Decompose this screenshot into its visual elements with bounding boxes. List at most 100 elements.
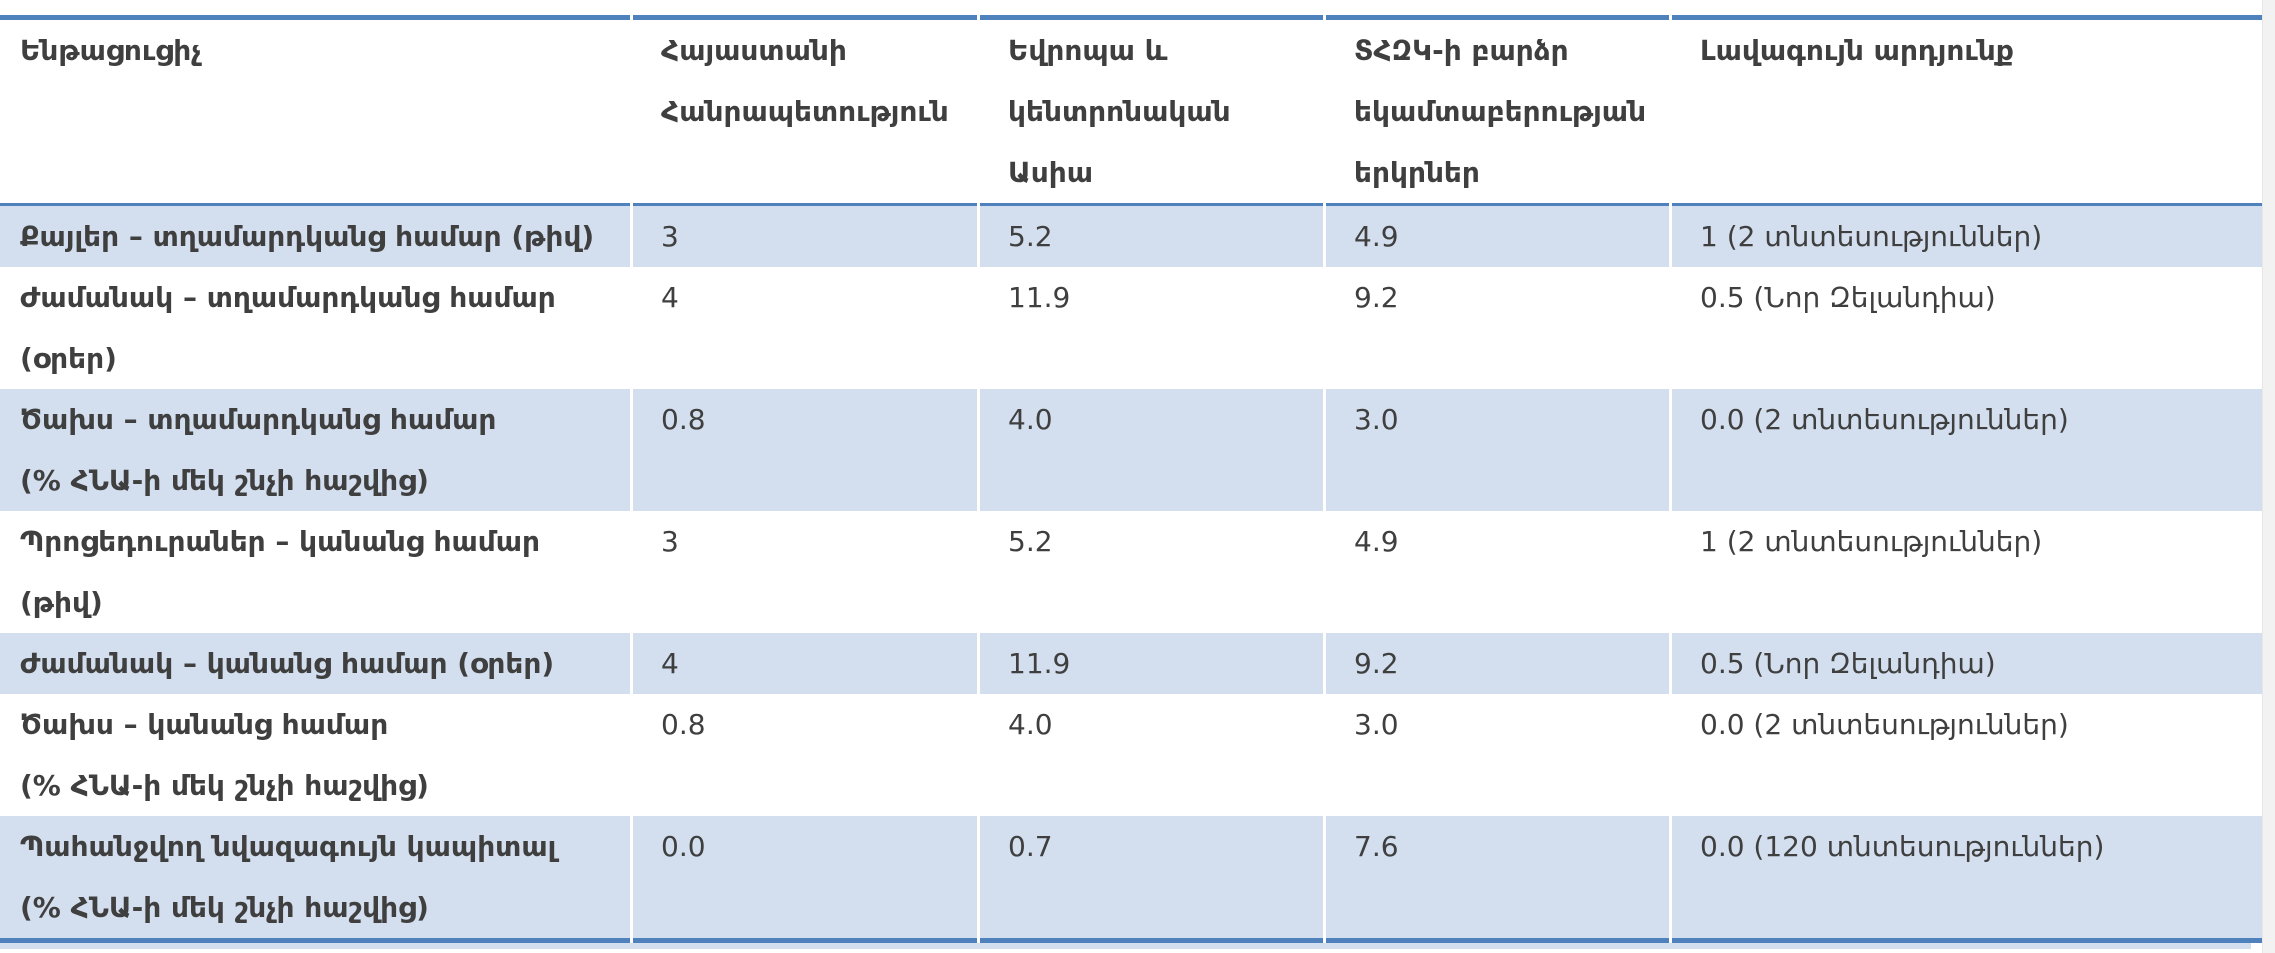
row-label: Քայլեր – տղամարդկանց համար (թիվ) bbox=[0, 206, 630, 267]
cell-value: 1 (2 տնտեսություններ) bbox=[1700, 220, 2043, 253]
cell-europe-central-asia: 4.0 bbox=[980, 389, 1323, 511]
header-text: Ենթացուցիչ bbox=[20, 34, 202, 67]
header-text: ՏՀԶԿ-ի բարձր bbox=[1354, 34, 1569, 67]
cell-best-result: 0.0 (2 տնտեսություններ) bbox=[1672, 694, 2263, 816]
cell-value: 3.0 bbox=[1354, 708, 1399, 741]
row-label-line: Քայլեր – տղամարդկանց համար (թիվ) bbox=[20, 220, 595, 253]
header-cell-indicator: Ենթացուցիչ bbox=[0, 15, 630, 206]
header-text: Հանրապետություն bbox=[661, 95, 949, 128]
table-row-time-women: Ժամանակ – կանանց համար (օրեր) 4 11.9 9.2… bbox=[0, 633, 2263, 694]
table-row-procedures-women: Պրոցեդուրաներ – կանանց համար (թիվ) 3 5.2… bbox=[0, 511, 2263, 633]
cell-best-result: 0.5 (Նոր Զելանդիա) bbox=[1672, 633, 2263, 694]
header-cell-oecd-high-income: ՏՀԶԿ-ի բարձր եկամտաբերության երկրներ bbox=[1326, 15, 1669, 206]
row-label-line: (% ՀՆԱ-ի մեկ շնչի հաշվից) bbox=[20, 464, 429, 497]
cell-oecd-high-income: 4.9 bbox=[1326, 511, 1669, 633]
row-label-line: (% ՀՆԱ-ի մեկ շնչի հաշվից) bbox=[20, 769, 429, 802]
cell-armenia: 4 bbox=[633, 633, 977, 694]
cell-value: 0.0 bbox=[661, 830, 706, 863]
cell-value: 0.7 bbox=[1008, 830, 1053, 863]
cell-europe-central-asia: 0.7 bbox=[980, 816, 1323, 943]
cell-value: 0.8 bbox=[661, 403, 706, 436]
row-label-line: Ծախս – կանանց համար bbox=[20, 708, 389, 741]
cell-value: 4.9 bbox=[1354, 525, 1399, 558]
header-text: եկամտաբերության bbox=[1354, 95, 1647, 128]
row-label: Ծախս – տղամարդկանց համար (% ՀՆԱ-ի մեկ շն… bbox=[0, 389, 630, 511]
cell-value: 3.0 bbox=[1354, 403, 1399, 436]
header-cell-armenia: Հայաստանի Հանրապետություն bbox=[633, 15, 977, 206]
row-label-line: (թիվ) bbox=[20, 586, 103, 619]
row-label: Պրոցեդուրաներ – կանանց համար (թիվ) bbox=[0, 511, 630, 633]
row-label: Ժամանակ – կանանց համար (օրեր) bbox=[0, 633, 630, 694]
cell-value: 0.5 (Նոր Զելանդիա) bbox=[1700, 281, 1996, 314]
cell-best-result: 0.5 (Նոր Զելանդիա) bbox=[1672, 267, 2263, 389]
row-label-line: (% ՀՆԱ-ի մեկ շնչի հաշվից) bbox=[20, 891, 429, 924]
indicators-table: Ենթացուցիչ Հայաստանի Հանրապետություն Եվր… bbox=[0, 15, 2266, 943]
cell-best-result: 0.0 (2 տնտեսություններ) bbox=[1672, 389, 2263, 511]
header-row: Ենթացուցիչ Հայաստանի Հանրապետություն Եվր… bbox=[0, 15, 2263, 206]
header-cell-best-result: Լավագույն արդյունք bbox=[1672, 15, 2263, 206]
cell-value: 1 (2 տնտեսություններ) bbox=[1700, 525, 2043, 558]
row-label: Ժամանակ – տղամարդկանց համար (օրեր) bbox=[0, 267, 630, 389]
cell-best-result: 0.0 (120 տնտեսություններ) bbox=[1672, 816, 2263, 943]
cell-best-result: 1 (2 տնտեսություններ) bbox=[1672, 511, 2263, 633]
cell-oecd-high-income: 9.2 bbox=[1326, 633, 1669, 694]
cell-value: 3 bbox=[661, 525, 679, 558]
row-label-line: Ծախս – տղամարդկանց համար bbox=[20, 403, 497, 436]
cell-value: 0.0 (120 տնտեսություններ) bbox=[1700, 830, 2105, 863]
cell-europe-central-asia: 4.0 bbox=[980, 694, 1323, 816]
cell-value: 0.0 (2 տնտեսություններ) bbox=[1700, 403, 2069, 436]
table-row-cost-men: Ծախս – տղամարդկանց համար (% ՀՆԱ-ի մեկ շն… bbox=[0, 389, 2263, 511]
row-label-line: Պրոցեդուրաներ – կանանց համար bbox=[20, 525, 540, 558]
cell-value: 4.0 bbox=[1008, 403, 1053, 436]
cell-armenia: 3 bbox=[633, 511, 977, 633]
cell-value: 3 bbox=[661, 220, 679, 253]
cell-value: 4.9 bbox=[1354, 220, 1399, 253]
cell-best-result: 1 (2 տնտեսություններ) bbox=[1672, 206, 2263, 267]
cell-armenia: 0.0 bbox=[633, 816, 977, 943]
cell-value: 0.8 bbox=[661, 708, 706, 741]
row-label-line: Ժամանակ – կանանց համար (օրեր) bbox=[20, 647, 555, 680]
row-label: Ծախս – կանանց համար (% ՀՆԱ-ի մեկ շնչի հա… bbox=[0, 694, 630, 816]
cell-value: 4 bbox=[661, 647, 679, 680]
row-label: Պահանջվող նվազագույն կապիտալ (% ՀՆԱ-ի մե… bbox=[0, 816, 630, 943]
cell-oecd-high-income: 9.2 bbox=[1326, 267, 1669, 389]
cell-europe-central-asia: 11.9 bbox=[980, 267, 1323, 389]
cell-value: 5.2 bbox=[1008, 220, 1053, 253]
header-text: կենտրոնական bbox=[1008, 95, 1231, 128]
cell-oecd-high-income: 3.0 bbox=[1326, 389, 1669, 511]
table-header: Ենթացուցիչ Հայաստանի Հանրապետություն Եվր… bbox=[0, 15, 2263, 206]
cell-value: 4.0 bbox=[1008, 708, 1053, 741]
header-text: Եվրոպա և bbox=[1008, 34, 1168, 67]
cell-value: 9.2 bbox=[1354, 281, 1399, 314]
table-row-minimum-capital: Պահանջվող նվազագույն կապիտալ (% ՀՆԱ-ի մե… bbox=[0, 816, 2263, 943]
cell-oecd-high-income: 7.6 bbox=[1326, 816, 1669, 943]
cell-armenia: 4 bbox=[633, 267, 977, 389]
row-label-line: Ժամանակ – տղամարդկանց համար bbox=[20, 281, 556, 314]
cell-europe-central-asia: 5.2 bbox=[980, 206, 1323, 267]
table-bottom-band-sliver bbox=[0, 943, 2251, 949]
header-text: Լավագույն արդյունք bbox=[1700, 34, 2014, 67]
table-body: Քայլեր – տղամարդկանց համար (թիվ) 3 5.2 4… bbox=[0, 206, 2263, 943]
cell-value: 11.9 bbox=[1008, 281, 1071, 314]
cell-oecd-high-income: 4.9 bbox=[1326, 206, 1669, 267]
header-text: Հայաստանի bbox=[661, 34, 847, 67]
cell-armenia: 3 bbox=[633, 206, 977, 267]
cell-value: 9.2 bbox=[1354, 647, 1399, 680]
right-edge-strip bbox=[2262, 0, 2275, 953]
cell-armenia: 0.8 bbox=[633, 694, 977, 816]
cell-armenia: 0.8 bbox=[633, 389, 977, 511]
table-row-time-men: Ժամանակ – տղամարդկանց համար (օրեր) 4 11.… bbox=[0, 267, 2263, 389]
table-row-cost-women: Ծախս – կանանց համար (% ՀՆԱ-ի մեկ շնչի հա… bbox=[0, 694, 2263, 816]
cell-oecd-high-income: 3.0 bbox=[1326, 694, 1669, 816]
cell-value: 11.9 bbox=[1008, 647, 1071, 680]
row-label-line: (օրեր) bbox=[20, 342, 117, 375]
cell-europe-central-asia: 5.2 bbox=[980, 511, 1323, 633]
cell-value: 0.0 (2 տնտեսություններ) bbox=[1700, 708, 2069, 741]
indicators-table-container: Ենթացուցիչ Հայաստանի Հանրապետություն Եվր… bbox=[0, 15, 2263, 949]
cell-europe-central-asia: 11.9 bbox=[980, 633, 1323, 694]
header-cell-europe-central-asia: Եվրոպա և կենտրոնական Ասիա bbox=[980, 15, 1323, 206]
cell-value: 4 bbox=[661, 281, 679, 314]
header-text: երկրներ bbox=[1354, 156, 1480, 189]
row-label-line: Պահանջվող նվազագույն կապիտալ bbox=[20, 830, 557, 863]
